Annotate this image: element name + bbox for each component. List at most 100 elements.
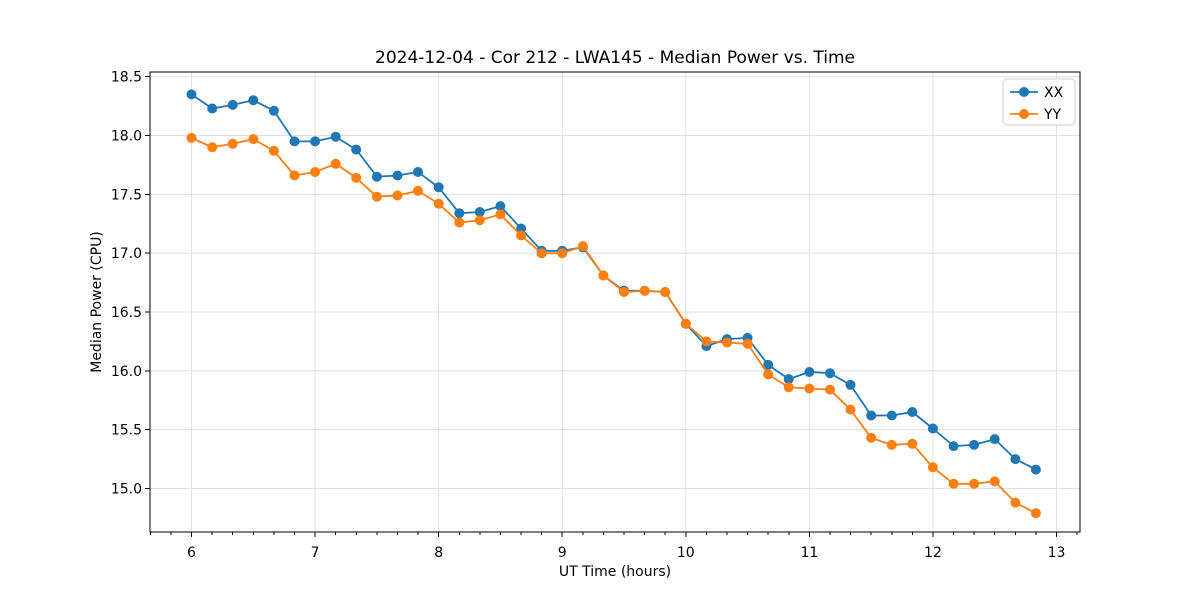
data-point-xx [248,95,259,106]
data-point-xx [825,368,835,379]
data-point-yy [742,338,753,349]
data-point-yy [330,158,341,169]
data-point-xx [516,223,527,234]
data-point-xx [310,136,321,147]
data-point-xx [1030,464,1041,475]
legend-marker-yy [1019,109,1029,119]
data-point-xx [474,207,485,217]
data-point-yy [413,185,423,196]
y-tick-label: 15.5 [111,423,142,439]
data-point-xx [268,105,279,116]
data-point-yy [186,132,197,143]
data-point-yy [660,287,671,297]
data-point-xx [886,410,897,421]
plot-frame [149,71,1081,533]
data-point-yy [845,404,856,415]
y-tick-label: 16.0 [111,364,142,380]
legend-label-yy: YY [1043,107,1062,123]
x-tick-label: 11 [800,545,818,561]
data-point-yy [907,438,918,449]
data-point-yy [948,478,959,489]
chart-title: 2024-12-04 - Cor 212 - LWA145 - Median P… [375,48,855,68]
data-point-yy [722,337,732,348]
data-point-yy [886,439,897,450]
data-point-xx [433,182,444,193]
data-point-yy [598,270,609,281]
data-point-xx [969,439,980,450]
data-point-yy [557,248,568,259]
data-point-yy [701,336,712,347]
x-tick-label: 13 [1048,545,1066,561]
y-tick-label: 17.0 [111,246,142,262]
x-tick-label: 9 [558,545,567,561]
data-point-yy [927,462,938,473]
data-point-xx [186,89,197,100]
data-point-xx [989,434,1000,445]
y-tick-label: 15.0 [111,481,142,497]
series-layer [186,89,1041,519]
data-point-yy [866,432,877,443]
x-tick-label: 6 [187,545,196,561]
data-point-yy [804,383,815,394]
data-point-xx [804,367,815,377]
data-point-xx [845,379,856,390]
y-tick-label: 16.5 [111,305,142,321]
x-axis-label: UT Time (hours) [559,564,671,580]
legend-box [1002,78,1076,126]
data-point-yy [680,318,691,329]
data-point-yy [474,215,485,226]
data-point-yy [310,167,321,177]
data-point-xx [866,410,877,421]
y-tick-label: 17.5 [111,187,142,203]
data-point-yy [536,248,547,259]
data-point-yy [1010,497,1021,508]
legend: XX YY [1002,78,1076,126]
x-tick-label: 12 [924,545,942,561]
data-point-xx [371,171,382,182]
data-point-xx [330,131,341,142]
data-point-xx [351,144,362,155]
data-point-yy [495,209,506,220]
y-axis-label: Median Power (CPU) [89,231,105,373]
data-point-yy [969,478,980,489]
data-point-yy [392,190,403,201]
data-point-xx [763,359,774,370]
data-point-yy [989,476,1000,487]
legend-label-xx: XX [1044,85,1064,101]
x-tick-label: 8 [434,545,443,561]
data-point-yy [351,172,362,183]
data-point-xx [392,170,403,181]
data-point-yy [227,138,238,149]
data-point-xx [948,441,959,452]
data-point-xx [907,407,918,417]
data-point-yy [1030,508,1041,519]
data-point-yy [289,170,300,181]
data-point-xx [783,374,794,385]
data-point-xx [207,103,218,114]
x-tick-label: 10 [677,545,695,561]
data-point-yy [268,145,279,156]
data-point-xx [289,136,300,147]
data-point-xx [454,208,465,219]
data-point-yy [248,134,259,145]
data-point-yy [577,241,588,252]
grid-layer [150,72,1080,532]
data-point-xx [1010,454,1021,465]
data-point-yy [516,230,527,241]
y-tick-label: 18.5 [111,70,142,86]
legend-marker-xx [1019,87,1029,97]
x-tick-label: 7 [311,545,320,561]
data-point-yy [371,191,382,202]
data-point-yy [207,142,218,153]
data-point-xx [413,167,423,177]
data-point-xx [227,99,238,110]
data-point-yy [433,198,444,209]
y-tick-label: 18.0 [111,129,142,145]
data-point-yy [639,285,650,296]
data-point-yy [825,384,835,395]
data-point-yy [619,287,629,297]
data-point-xx [927,423,938,434]
axes-layer: 6 7 8 9 10 11 12 13 15.0 15.5 16.0 16.5 17.0 17.5 18.0… [111,70,1081,561]
